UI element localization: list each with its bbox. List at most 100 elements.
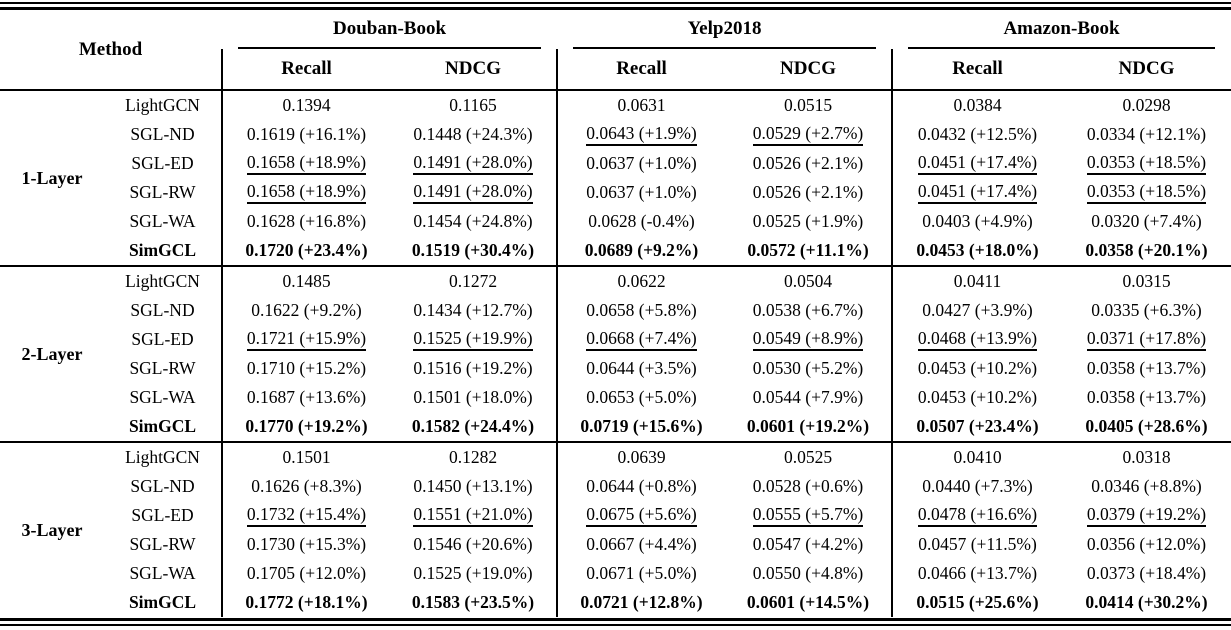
value-text: 0.0637 (+1.0%) xyxy=(586,153,697,173)
value-cell: 0.0601 (+14.5%) xyxy=(725,588,892,617)
second-best-value: 0.0353 (+18.5%) xyxy=(1086,153,1207,175)
value-text: 0.0644 (+0.8%) xyxy=(586,476,697,496)
value-cell: 0.1628 (+16.8%) xyxy=(221,207,391,236)
value-cell: 0.0504 xyxy=(725,266,892,296)
value-cell: 0.0346 (+8.8%) xyxy=(1062,472,1231,501)
second-best-value: 0.1551 (+21.0%) xyxy=(413,505,533,527)
value-cell: 0.0335 (+6.3%) xyxy=(1062,296,1231,325)
second-best-value: 0.0468 (+13.9%) xyxy=(917,329,1038,351)
value-cell: 0.0628 (-0.4%) xyxy=(556,207,726,236)
value-text: 0.0432 (+12.5%) xyxy=(917,124,1038,144)
dataset-header-row: Method Douban-Book Yelp2018 Amazon-Book xyxy=(0,10,1231,91)
value-text: 0.0526 (+2.1%) xyxy=(752,153,864,173)
value-cell: 0.0453 (+10.2%) xyxy=(891,354,1063,383)
value-cell: 0.1491 (+28.0%) xyxy=(390,149,557,178)
method-name: LightGCN xyxy=(125,95,200,115)
value-text: 0.0653 (+5.0%) xyxy=(586,387,697,407)
value-text: 0.1434 (+12.7%) xyxy=(413,300,533,320)
table-row: SGL-WA 0.1628 (+16.8%) 0.1454 (+24.8%) 0.06… xyxy=(0,207,1231,236)
value-text: 0.0410 xyxy=(953,447,1002,467)
value-cell: 0.1732 (+15.4%) xyxy=(221,501,391,530)
second-best-value: 0.0643 (+1.9%) xyxy=(586,124,697,146)
method-name: SGL-RW xyxy=(129,182,196,202)
value-cell: 0.1272 xyxy=(390,266,557,296)
value-cell: 0.1525 (+19.9%) xyxy=(390,325,557,354)
value-text: 0.1165 xyxy=(449,95,497,115)
value-cell: 0.0526 (+2.1%) xyxy=(725,149,892,178)
table-row: SGL-RW 0.1658 (+18.9%) 0.1491 (+28.0%) 0.06… xyxy=(0,178,1231,207)
table-row: SGL-ND 0.1619 (+16.1%) 0.1448 (+24.3%) 0.06… xyxy=(0,120,1231,149)
method-name: SGL-ED xyxy=(131,153,194,173)
value-cell: 0.0515 (+25.6%) xyxy=(891,588,1063,617)
value-cell: 0.0671 (+5.0%) xyxy=(556,559,726,588)
value-text: 0.0689 (+9.2%) xyxy=(584,240,699,260)
value-cell: 0.0451 (+17.4%) xyxy=(891,149,1063,178)
value-text: 0.1583 (+23.5%) xyxy=(411,592,535,612)
value-cell: 0.0637 (+1.0%) xyxy=(556,149,726,178)
value-cell: 0.0466 (+13.7%) xyxy=(891,559,1063,588)
value-cell: 0.0478 (+16.6%) xyxy=(891,501,1063,530)
value-cell: 0.0525 xyxy=(725,442,892,472)
value-cell: 0.0547 (+4.2%) xyxy=(725,530,892,559)
value-text: 0.0637 (+1.0%) xyxy=(586,182,697,202)
second-best-value: 0.1525 (+19.9%) xyxy=(413,329,533,351)
value-text: 0.0318 xyxy=(1122,447,1171,467)
value-cell: 0.1720 (+23.4%) xyxy=(221,236,391,266)
value-text: 0.0528 (+0.6%) xyxy=(752,476,864,496)
value-text: 0.1272 xyxy=(448,271,498,291)
second-best-value: 0.0529 (+2.7%) xyxy=(752,124,864,146)
value-cell: 0.1501 (+18.0%) xyxy=(390,383,557,412)
second-best-value: 0.1732 (+15.4%) xyxy=(246,505,367,527)
metric-header-recall: Recall xyxy=(891,49,1063,91)
value-cell: 0.0356 (+12.0%) xyxy=(1062,530,1231,559)
table-row: SGL-ED 0.1732 (+15.4%) 0.1551 (+21.0%) 0.06… xyxy=(0,501,1231,530)
value-cell: 0.0507 (+23.4%) xyxy=(891,412,1063,442)
metric-header-recall: Recall xyxy=(556,49,726,91)
value-text: 0.0538 (+6.7%) xyxy=(752,300,864,320)
metric-header-ndcg: NDCG xyxy=(725,49,893,91)
value-text: 0.0719 (+15.6%) xyxy=(580,416,703,436)
value-text: 0.1687 (+13.6%) xyxy=(246,387,367,407)
method-name: SGL-ED xyxy=(131,505,194,525)
method-name: SGL-ED xyxy=(131,329,194,349)
value-cell: 0.0457 (+11.5%) xyxy=(891,530,1063,559)
top-rule-thin xyxy=(0,2,1231,4)
method-name: SimGCL xyxy=(128,592,197,612)
value-cell: 0.1658 (+18.9%) xyxy=(221,178,391,207)
second-best-value: 0.1491 (+28.0%) xyxy=(413,182,533,204)
value-cell: 0.1730 (+15.3%) xyxy=(221,530,391,559)
value-text: 0.1450 (+13.1%) xyxy=(413,476,533,496)
dataset-header-amazon-book: Amazon-Book xyxy=(892,10,1231,49)
value-cell: 0.1525 (+19.0%) xyxy=(390,559,557,588)
value-cell: 0.0538 (+6.7%) xyxy=(725,296,892,325)
value-cell: 0.0525 (+1.9%) xyxy=(725,207,892,236)
method-name: SimGCL xyxy=(128,240,197,260)
second-best-value: 0.0379 (+19.2%) xyxy=(1086,505,1207,527)
value-cell: 0.0403 (+4.9%) xyxy=(891,207,1063,236)
value-cell: 0.0358 (+13.7%) xyxy=(1062,383,1231,412)
value-text: 0.0427 (+3.9%) xyxy=(922,300,1033,320)
second-best-value: 0.1658 (+18.9%) xyxy=(246,153,367,175)
layer-group-1-layer: 1-Layer LightGCN 0.1394 0.1165 0.0631 0.0515 0… xyxy=(0,90,1231,266)
value-text: 0.0440 (+7.3%) xyxy=(922,476,1033,496)
value-text: 0.0639 xyxy=(617,447,666,467)
value-text: 0.1546 (+20.6%) xyxy=(413,534,533,554)
value-cell: 0.1583 (+23.5%) xyxy=(390,588,557,617)
value-cell: 0.0637 (+1.0%) xyxy=(556,178,726,207)
second-best-value: 0.0371 (+17.8%) xyxy=(1086,329,1207,351)
value-text: 0.0601 (+14.5%) xyxy=(746,592,870,612)
value-text: 0.0721 (+12.8%) xyxy=(580,592,703,612)
value-text: 0.0601 (+19.2%) xyxy=(746,416,870,436)
value-text: 0.0335 (+6.3%) xyxy=(1091,300,1202,320)
value-cell: 0.0719 (+15.6%) xyxy=(556,412,726,442)
value-cell: 0.1516 (+19.2%) xyxy=(390,354,557,383)
value-cell: 0.0318 xyxy=(1062,442,1231,472)
value-text: 0.1619 (+16.1%) xyxy=(246,124,367,144)
cmidrule xyxy=(908,47,1216,49)
value-text: 0.0403 (+4.9%) xyxy=(922,211,1033,231)
second-best-value: 0.0353 (+18.5%) xyxy=(1086,182,1207,204)
value-cell: 0.1626 (+8.3%) xyxy=(221,472,391,501)
value-cell: 0.0371 (+17.8%) xyxy=(1062,325,1231,354)
method-name: SGL-ND xyxy=(130,476,195,496)
